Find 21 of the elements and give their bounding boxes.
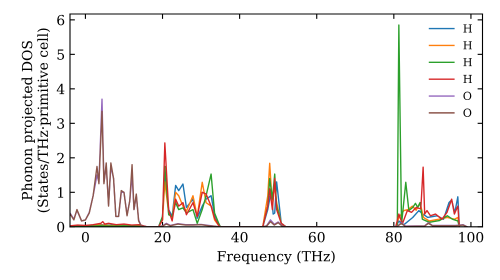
x-tick-label: 80 [386, 232, 402, 242]
legend-label: H [463, 24, 472, 32]
legend-label: O [463, 108, 472, 117]
legend-label: H [463, 41, 472, 50]
x-tick-label: 40 [231, 232, 248, 242]
y-tick-label: 6 [57, 14, 64, 26]
x-tick-label: 0 [82, 232, 89, 242]
x-tick-label: 60 [308, 232, 325, 242]
y-tick-label: 5 [57, 50, 64, 60]
y-tick-label: 4 [56, 84, 64, 94]
x-tick-label: 100 [459, 232, 484, 242]
y-tick-label: 2 [57, 152, 64, 164]
legend-label: H [463, 58, 472, 66]
legend-label: H [463, 74, 472, 84]
y-axis-title: Phonon projected DOS (States/THz·primitive cell) [22, 28, 51, 212]
x-axis-title: Frequency (THz) [217, 250, 335, 264]
y-tick-label: 3 [57, 118, 64, 129]
legend-label: O [463, 92, 472, 100]
y-tick-label: 1 [58, 187, 64, 198]
x-tick-label: 20 [154, 232, 170, 242]
y-tick-label: 0 [57, 222, 64, 232]
